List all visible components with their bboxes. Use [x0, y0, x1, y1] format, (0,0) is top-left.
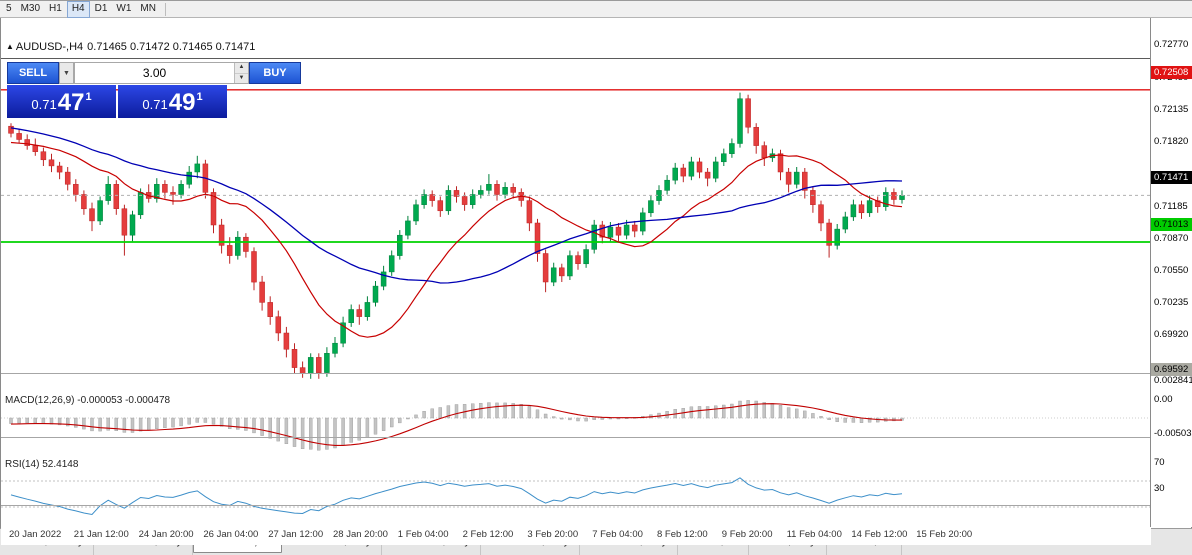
time-axis-label: 11 Feb 04:00 [786, 529, 842, 540]
time-axis-label: 24 Jan 20:00 [138, 529, 194, 540]
time-axis-label: 21 Jan 12:00 [73, 529, 129, 540]
price-axis[interactable]: 0.727700.724500.721350.718200.711850.708… [1150, 18, 1192, 527]
volume-up-button[interactable]: ▲ [235, 63, 248, 74]
buy-price-display[interactable]: 0.71 49 1 [118, 85, 227, 118]
volume-stepper: ▲ ▼ [234, 63, 248, 83]
price-axis-label: 0.70550 [1154, 265, 1189, 277]
rsi-panel-divider[interactable] [1, 437, 1151, 438]
timeframe-h4-button[interactable]: H4 [66, 0, 90, 18]
price-chart-canvas[interactable] [1, 58, 1151, 390]
chevron-up-icon: ▲ [238, 64, 245, 71]
price-axis-label: 0.71820 [1154, 135, 1189, 147]
time-axis-label: 2 Feb 12:00 [462, 529, 514, 540]
sell-price-display[interactable]: 0.71 47 1 [7, 85, 116, 118]
price-axis-label: 0.70235 [1154, 297, 1189, 309]
toolbar-separator [164, 2, 166, 16]
rsi-axis-label: 70 [1154, 457, 1165, 468]
price-axis-label: 0.72770 [1154, 39, 1189, 51]
timeframe-h1-button[interactable]: H1 [49, 2, 62, 14]
timeframe-5-button[interactable]: 5 [6, 2, 12, 14]
volume-down-button[interactable]: ▼ [235, 73, 248, 83]
time-axis-label: 3 Feb 20:00 [527, 529, 579, 540]
bid-price-badge: 0.71471 [1151, 171, 1192, 185]
time-axis-label: 20 Jan 2022 [9, 529, 62, 540]
chevron-down-icon: ▼ [238, 74, 245, 81]
macd-axis-label: -0.0050320 [1154, 427, 1192, 439]
volume-input[interactable] [75, 63, 234, 83]
time-axis-label: 7 Feb 04:00 [592, 529, 643, 540]
time-axis-label: 26 Jan 04:00 [203, 529, 259, 540]
time-axis-label: 27 Jan 12:00 [268, 529, 324, 540]
rsi-axis-label: 30 [1154, 483, 1165, 494]
timeframe-toolbar: 5 M30 H1 H4 D1 W1 MN [0, 0, 1192, 18]
time-axis-divider [1, 505, 1151, 506]
support-price-badge: 0.71013 [1151, 218, 1192, 231]
volume-dropdown-button[interactable]: ▼ [59, 62, 74, 84]
timeframe-m30-button[interactable]: M30 [20, 2, 41, 14]
price-axis-label: 0.70870 [1154, 232, 1189, 244]
time-axis-label: 1 Feb 04:00 [397, 529, 449, 540]
price-axis-label: 0.71185 [1154, 200, 1188, 212]
timeframe-d1-button[interactable]: D1 [94, 2, 108, 14]
macd-panel-canvas[interactable] [1, 393, 1151, 455]
lower-support-price-badge: 0.69592 [1151, 362, 1192, 376]
macd-label: MACD(12,26,9) -0.000053 -0.000478 [5, 395, 171, 406]
chart-window: ▲ AUDUSD-,H4 0.71465 0.71472 0.71465 0.714… [0, 18, 1192, 545]
ohlc-values: 0.71465 0.71472 0.71465 0.71471 [87, 41, 256, 53]
timeframe-w1-button[interactable]: W1 [116, 2, 132, 14]
price-axis-label: 0.69920 [1154, 329, 1189, 341]
resistance-price-badge: 0.72508 [1151, 65, 1192, 79]
chart-title: AUDUSD-,H4 [15, 41, 84, 53]
symbol-ohlc-line: ▲ AUDUSD-,H4 0.71465 0.71472 0.71465 0.714… [6, 41, 259, 53]
time-axis-label: 15 Feb 20:00 [916, 529, 973, 540]
volume-field: ▲ ▼ [74, 62, 249, 84]
time-axis-label: 9 Feb 20:00 [721, 529, 773, 540]
time-axis[interactable]: 20 Jan 2022 21 Jan 12:00 24 Jan 20:00 26 Ja… [1, 525, 1151, 545]
timeframe-mn-button[interactable]: MN [140, 2, 156, 14]
macd-panel-divider[interactable] [1, 373, 1151, 374]
time-axis-label: 28 Jan 20:00 [333, 529, 388, 540]
macd-axis-label: 0.00 [1154, 394, 1173, 405]
timeframe-buttons: 5 M30 H1 H4 D1 W1 MN [2, 0, 160, 18]
buy-button[interactable]: BUY [249, 62, 301, 84]
chevron-down-icon: ▼ [63, 69, 70, 77]
sell-button[interactable]: SELL [7, 62, 59, 84]
time-axis-label: 14 Feb 12:00 [851, 529, 908, 540]
rsi-label: RSI(14) 52.4148 [5, 459, 79, 470]
rsi-panel-canvas[interactable] [1, 457, 1151, 523]
symbol-triangle-icon: ▲ [6, 42, 14, 51]
time-axis-label: 8 Feb 12:00 [657, 529, 708, 540]
price-axis-label: 0.72135 [1154, 103, 1189, 115]
